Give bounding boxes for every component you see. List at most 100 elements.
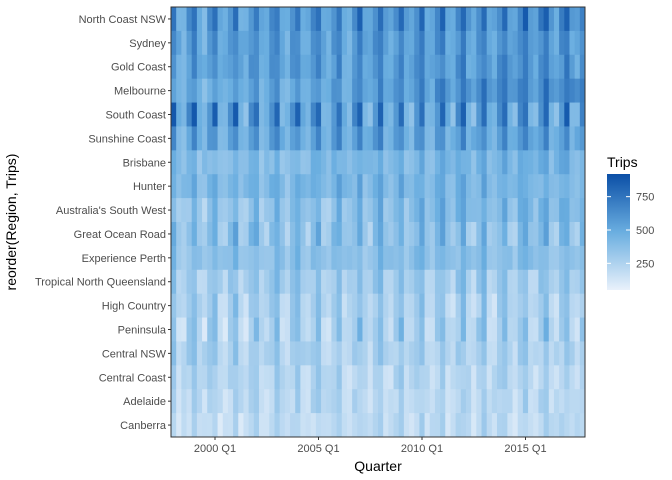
heatmap-cell xyxy=(522,78,529,103)
heatmap-cell xyxy=(481,245,488,271)
heatmap-cell xyxy=(357,222,363,247)
heatmap-cell xyxy=(217,245,224,271)
heatmap-cell xyxy=(579,150,586,175)
heatmap-cell xyxy=(533,365,539,390)
heatmap-cell xyxy=(471,245,477,271)
heatmap-cell xyxy=(176,269,182,295)
heatmap-cell xyxy=(186,78,193,103)
heatmap-cell xyxy=(533,174,539,199)
heatmap-cell xyxy=(419,126,425,151)
heatmap-cell xyxy=(290,7,296,32)
heatmap-cell xyxy=(212,174,218,199)
heatmap-cell xyxy=(233,222,239,247)
heatmap-cell xyxy=(352,174,358,199)
heatmap-cell xyxy=(238,78,244,103)
heatmap-cell xyxy=(533,78,539,103)
heatmap-cell xyxy=(238,269,244,295)
heatmap-cell xyxy=(258,7,265,32)
heatmap-cell xyxy=(367,413,374,438)
heatmap-cell xyxy=(507,269,513,295)
heatmap-cell xyxy=(564,317,570,342)
heatmap-cell xyxy=(569,102,576,127)
heatmap-cell xyxy=(269,269,275,295)
heatmap-cell xyxy=(258,365,265,390)
heatmap-cell xyxy=(207,317,213,342)
heatmap-cell xyxy=(579,269,586,295)
heatmap-cell xyxy=(233,341,239,366)
heatmap-cell xyxy=(414,341,420,366)
heatmap-cell xyxy=(579,341,586,366)
heatmap-cell xyxy=(315,78,322,103)
heatmap-cell xyxy=(455,389,462,414)
heatmap-cell xyxy=(341,245,348,271)
heatmap-cell xyxy=(233,30,239,56)
heatmap-cell xyxy=(331,198,337,223)
heatmap-cell xyxy=(383,293,389,318)
heatmap-cell xyxy=(465,341,472,366)
heatmap-cell xyxy=(357,198,363,223)
heatmap-cell xyxy=(248,269,255,295)
heatmap-cell xyxy=(238,102,244,127)
heatmap-cell xyxy=(548,150,555,175)
heatmap-cell xyxy=(372,198,379,223)
heatmap-cell xyxy=(564,30,570,56)
heatmap-cell xyxy=(326,126,332,151)
heatmap-cell xyxy=(403,222,410,247)
heatmap-cell xyxy=(538,413,544,438)
heatmap-cell xyxy=(321,245,327,271)
heatmap-cell xyxy=(528,126,534,151)
heatmap-cell xyxy=(543,341,550,366)
heatmap-cell xyxy=(383,198,389,223)
heatmap-cell xyxy=(409,7,415,32)
heatmap-cell xyxy=(264,78,270,103)
heatmap-cell xyxy=(486,30,493,56)
heatmap-cell xyxy=(491,293,498,318)
heatmap-cell xyxy=(569,222,576,247)
heatmap-cell xyxy=(248,30,255,56)
heatmap-cell xyxy=(491,126,498,151)
heatmap-cell xyxy=(227,174,234,199)
heatmap-cell xyxy=(238,198,244,223)
heatmap-cell xyxy=(290,413,296,438)
heatmap-cell xyxy=(238,341,244,366)
heatmap-cell xyxy=(414,317,420,342)
heatmap-cell xyxy=(352,222,358,247)
heatmap-cell xyxy=(248,389,255,414)
heatmap-cell xyxy=(176,413,182,438)
heatmap-cell xyxy=(538,54,544,80)
heatmap-cell xyxy=(207,54,213,80)
heatmap-cell xyxy=(310,30,317,56)
heatmap-cell xyxy=(533,245,539,271)
heatmap-cell xyxy=(186,198,193,223)
heatmap-cell xyxy=(243,413,250,438)
heatmap-cell xyxy=(372,174,379,199)
heatmap-cell xyxy=(362,222,369,247)
heatmap-cell xyxy=(471,389,477,414)
heatmap-cell xyxy=(502,150,508,175)
heatmap-cell xyxy=(460,413,467,438)
heatmap-cell xyxy=(491,365,498,390)
heatmap-cell xyxy=(528,54,534,80)
heatmap-cell xyxy=(574,317,581,342)
heatmap-cell xyxy=(305,245,312,271)
heatmap-cell xyxy=(564,293,570,318)
heatmap-cell xyxy=(429,245,436,271)
heatmap-cell xyxy=(362,341,369,366)
heatmap-cell xyxy=(553,198,560,223)
heatmap-cell xyxy=(253,174,260,199)
heatmap-cell xyxy=(222,269,229,295)
heatmap-cell xyxy=(533,269,539,295)
heatmap-cell xyxy=(553,269,560,295)
y-tick-label: Melbourne xyxy=(114,86,166,98)
heatmap-cell xyxy=(258,269,265,295)
heatmap-cell xyxy=(533,102,539,127)
heatmap-cell xyxy=(465,126,472,151)
legend-tick-label: 500 xyxy=(636,225,654,237)
heatmap-cell xyxy=(424,126,431,151)
heatmap-cell xyxy=(372,150,379,175)
heatmap-cell xyxy=(264,269,270,295)
heatmap-cell xyxy=(362,174,369,199)
heatmap-cell xyxy=(217,78,224,103)
heatmap-cell xyxy=(517,78,524,103)
heatmap-cell xyxy=(517,150,524,175)
